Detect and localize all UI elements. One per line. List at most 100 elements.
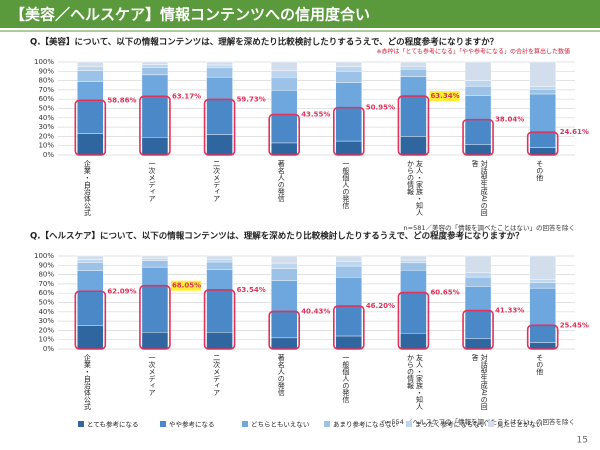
bar-segment [206, 255, 233, 260]
y-tick-label: 20% [38, 132, 54, 140]
value-label: 58.86% [107, 96, 136, 104]
x-tick-label: 二次メディア [212, 354, 221, 396]
x-tick-label: 企業・自治体公式 [83, 354, 92, 410]
bar-segment [464, 272, 492, 278]
bar-segment [335, 66, 363, 72]
value-label: 60.65% [430, 289, 459, 297]
bar-segment [464, 85, 492, 96]
bar-segment [206, 289, 233, 333]
highlight-box [397, 291, 430, 350]
legend-swatch [160, 421, 166, 427]
bar-segment [335, 335, 363, 350]
bar-segment [77, 270, 104, 292]
value-label: 43.55% [301, 110, 330, 118]
bar-segment [529, 255, 556, 280]
bar-segment [206, 269, 233, 291]
bar-segment [335, 82, 363, 108]
highlight-box [462, 118, 494, 156]
highlight-box [268, 113, 300, 156]
x-tick-label: 一般個人の発信 [341, 160, 350, 209]
bar-segment [335, 261, 363, 267]
bar-segment [270, 268, 298, 281]
bar-segment [335, 277, 363, 307]
legend-swatch [406, 421, 412, 427]
bar-segment [270, 337, 298, 350]
bar-segment [529, 131, 556, 148]
y-tick-label: 20% [38, 326, 54, 334]
bar-segment [141, 266, 169, 286]
bar-segment [400, 259, 427, 264]
x-tick-label: 一般個人の発信 [341, 354, 350, 403]
y-tick-label: 0% [43, 151, 54, 159]
x-tick-label: その他 [535, 160, 544, 181]
bar-segment [464, 144, 492, 156]
x-tick-label: 著名人の発信 [277, 160, 286, 202]
value-label: 63.54% [237, 286, 266, 294]
bar-segment [206, 67, 233, 78]
x-tick-label: 一次メディア [147, 160, 156, 202]
bar-segment [270, 90, 298, 115]
bar-segment [77, 262, 104, 271]
bar-segment [335, 61, 363, 67]
bar-segment [464, 119, 492, 145]
highlight-box [526, 324, 559, 350]
legend-swatch [324, 421, 330, 427]
legend-label: まったく参考にならない [415, 420, 486, 429]
y-tick-label: 90% [38, 67, 54, 75]
bar-segment [464, 80, 492, 87]
bar-segment [529, 86, 556, 90]
x-tick-label: 友人・家族・知人からの情報 [406, 160, 424, 216]
highlight-box [333, 106, 365, 156]
bar-segment [77, 66, 104, 71]
bar-segment [529, 282, 556, 289]
value-label: 50.95% [366, 104, 395, 112]
bar-segment [400, 332, 427, 350]
y-tick-label: 60% [38, 289, 54, 297]
y-tick-label: 30% [38, 123, 54, 131]
legend-label: あまり参考にならない [333, 420, 398, 429]
value-label: 63.34% [430, 92, 459, 100]
bar-segment [335, 255, 363, 262]
bar-segment [464, 61, 492, 81]
value-label: 59.73% [237, 95, 266, 103]
bar-segment [141, 96, 169, 138]
bar-segment [335, 107, 363, 142]
y-tick-label: 90% [38, 261, 54, 269]
y-tick-label: 0% [43, 345, 54, 353]
bar-segment [206, 261, 233, 270]
y-tick-label: 50% [38, 105, 54, 113]
bar-segment [464, 286, 492, 311]
x-tick-label: 一次メディア [147, 354, 156, 396]
bar-segment [464, 310, 492, 339]
bar-segment [529, 93, 556, 133]
bar-segment [335, 305, 363, 337]
bar-segment [400, 136, 427, 156]
bar-segment [206, 332, 233, 350]
y-tick-label: 30% [38, 317, 54, 325]
bar-segment [141, 255, 169, 259]
footnote: n=554 ／ヘルスケアの「情報を調べたことはない」の回答を除く [382, 417, 575, 426]
x-tick-label: その他 [535, 354, 544, 375]
bar-segment [400, 76, 427, 97]
bar-segment [529, 342, 556, 350]
y-tick-label: 100% [34, 252, 54, 260]
x-tick-label: 著名人の発信 [277, 354, 286, 396]
bar-segment [529, 89, 556, 95]
note: ※赤枠は「とても参考になる」「やや参考になる」の合計を算出した数値 [376, 48, 570, 56]
bar-segment [206, 61, 233, 66]
bar-segment [400, 95, 427, 137]
bar-segment [335, 71, 363, 83]
highlight-box [333, 305, 365, 350]
slide-title: 【美容／ヘルスケア】情報コンテンツへの信用度合い [10, 6, 370, 24]
legend-swatch [488, 421, 494, 427]
x-tick-label: 二次メディア [212, 160, 221, 202]
bar-segment [400, 270, 427, 293]
bar-segment [141, 260, 169, 268]
label-emphasis [170, 280, 201, 291]
highlight-box [526, 131, 559, 156]
bar-segment [77, 133, 104, 156]
value-label: 41.33% [495, 307, 524, 315]
highlight-box [74, 290, 107, 350]
bar-segment [400, 292, 427, 334]
